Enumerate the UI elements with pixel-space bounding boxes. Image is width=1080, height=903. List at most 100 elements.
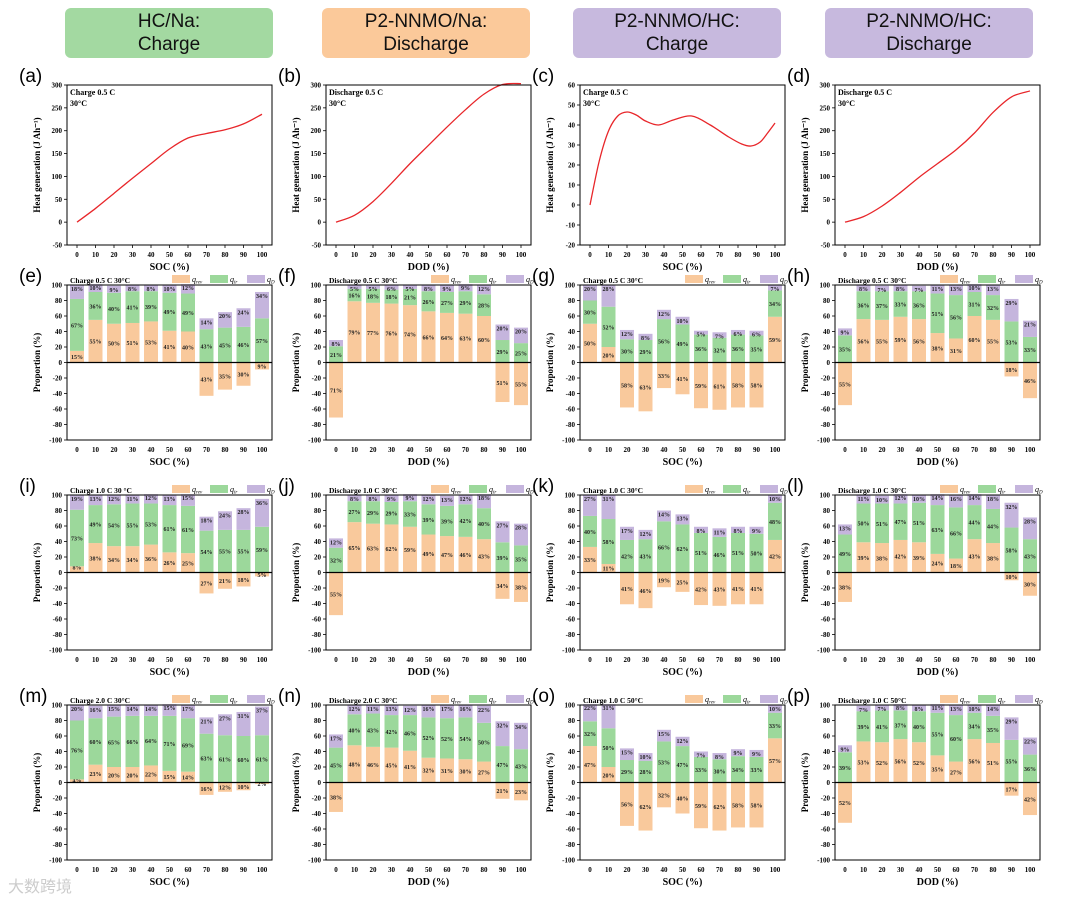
bar-D bbox=[949, 495, 963, 508]
bar-D bbox=[255, 291, 269, 319]
y-tick-label: 50 bbox=[823, 196, 831, 204]
bar-D bbox=[125, 705, 140, 716]
data-label-D: 29% bbox=[1006, 301, 1018, 307]
chart-title: Discharge 2.0 C 30°C bbox=[329, 696, 397, 705]
bar-D bbox=[477, 285, 491, 295]
bar-ir bbox=[495, 340, 510, 363]
legend-label-ir: qir bbox=[743, 695, 750, 706]
bar-D bbox=[144, 494, 158, 504]
y-tick-label: 100 bbox=[311, 173, 322, 181]
legend-label-rev: qrev bbox=[192, 275, 203, 286]
x-tick-label: 40 bbox=[661, 866, 669, 874]
data-label-ir: 34% bbox=[732, 768, 744, 774]
bar-rev bbox=[731, 362, 745, 408]
x-tick-label: 30 bbox=[129, 656, 137, 664]
x-tick-label: 60 bbox=[444, 251, 452, 259]
bar-D bbox=[162, 495, 177, 506]
data-label-rev: 42% bbox=[1024, 797, 1036, 803]
y-tick-label: -100 bbox=[308, 437, 321, 445]
x-tick-label: 90 bbox=[499, 866, 507, 874]
y-axis-label: Proportion (%) bbox=[545, 753, 555, 813]
legend-subscript: rev bbox=[196, 701, 203, 706]
x-tick-label: 60 bbox=[953, 446, 961, 454]
data-label-D: 13% bbox=[386, 707, 398, 713]
x-tick-label: 10 bbox=[351, 251, 359, 259]
bar-D bbox=[675, 316, 690, 325]
data-label-D: 12% bbox=[621, 332, 633, 338]
data-label-D: 20% bbox=[584, 287, 596, 293]
data-label-ir: 53% bbox=[658, 760, 670, 766]
data-label-ir: 53% bbox=[145, 523, 157, 529]
data-label-D: 12% bbox=[895, 496, 907, 502]
legend-label-rev: qrev bbox=[705, 695, 716, 706]
bar-rev bbox=[255, 782, 269, 785]
data-label-D: 16% bbox=[460, 707, 472, 713]
x-tick-label: 50 bbox=[679, 656, 687, 664]
data-label-ir: 21% bbox=[330, 353, 342, 359]
data-label-rev: 41% bbox=[404, 765, 416, 771]
data-label-rev: 38% bbox=[839, 586, 851, 592]
bar-rev bbox=[218, 362, 232, 390]
bar-rev bbox=[70, 566, 84, 573]
data-label-rev: 46% bbox=[640, 589, 652, 595]
panel-letter: (o) bbox=[532, 686, 555, 707]
data-label-rev: 47% bbox=[441, 553, 453, 559]
data-label-rev: 55% bbox=[330, 592, 342, 598]
bar-ir bbox=[949, 715, 963, 762]
legend-label-ir: qir bbox=[489, 695, 496, 706]
y-tick-label: -60 bbox=[312, 406, 322, 414]
data-label-D: 8% bbox=[915, 707, 924, 713]
y-tick-label: 0 bbox=[827, 569, 831, 577]
bar-rev bbox=[236, 572, 251, 587]
data-label-D: 12% bbox=[640, 532, 652, 538]
bar-ir bbox=[601, 519, 616, 564]
data-label-rev: 59% bbox=[895, 338, 907, 344]
y-tick-label: 80 bbox=[568, 507, 576, 515]
data-label-rev: 21% bbox=[219, 579, 231, 585]
bar-ir bbox=[384, 289, 399, 304]
bar-ir bbox=[144, 503, 158, 545]
x-tick-label: 70 bbox=[203, 656, 211, 664]
y-tick-label: 20 bbox=[314, 344, 322, 352]
bar-D bbox=[347, 705, 362, 715]
data-label-D: 12% bbox=[460, 497, 472, 503]
data-label-ir: 58% bbox=[603, 540, 615, 546]
x-tick-label: 50 bbox=[679, 251, 687, 259]
data-label-D: 31% bbox=[238, 714, 250, 720]
y-tick-label: -80 bbox=[566, 421, 576, 429]
y-tick-label: -20 bbox=[821, 795, 831, 803]
y-tick-label: -60 bbox=[566, 406, 576, 414]
bar-ir bbox=[514, 545, 528, 573]
data-label-ir: 63% bbox=[932, 528, 944, 534]
y-tick-label: -20 bbox=[53, 375, 63, 383]
y-tick-label: 60 bbox=[55, 313, 63, 321]
bar-ir bbox=[986, 295, 1000, 320]
bar-D bbox=[838, 745, 852, 753]
bar-D bbox=[144, 285, 158, 292]
legend-label-rev: qrev bbox=[451, 275, 462, 286]
bar-rev bbox=[675, 782, 690, 814]
data-label-rev: 30% bbox=[460, 769, 472, 775]
legend-swatch-D bbox=[247, 695, 265, 703]
data-label-ir: 49% bbox=[90, 523, 102, 529]
bar-ir bbox=[403, 288, 417, 306]
x-tick-label: 100 bbox=[1025, 656, 1036, 664]
bar-ir bbox=[162, 715, 177, 771]
bar-rev bbox=[440, 536, 454, 573]
bar-rev bbox=[583, 546, 597, 573]
data-label-D: 13% bbox=[839, 526, 851, 532]
legend-subscript: ir bbox=[493, 281, 496, 286]
bar-D bbox=[986, 285, 1000, 296]
x-tick-label: 10 bbox=[92, 656, 100, 664]
data-label-rev: 35% bbox=[219, 375, 231, 381]
x-tick-label: 10 bbox=[92, 251, 100, 259]
data-label-ir: 25% bbox=[515, 351, 527, 357]
plot-frame bbox=[66, 284, 273, 441]
y-tick-label: 80 bbox=[314, 717, 322, 725]
x-tick-label: 40 bbox=[916, 251, 924, 259]
y-tick-label: 150 bbox=[52, 150, 63, 158]
y-tick-label: 40 bbox=[568, 122, 576, 130]
data-label-rev: 25% bbox=[182, 561, 194, 567]
data-label-ir: 16% bbox=[349, 294, 361, 300]
x-tick-label: 80 bbox=[222, 251, 230, 259]
